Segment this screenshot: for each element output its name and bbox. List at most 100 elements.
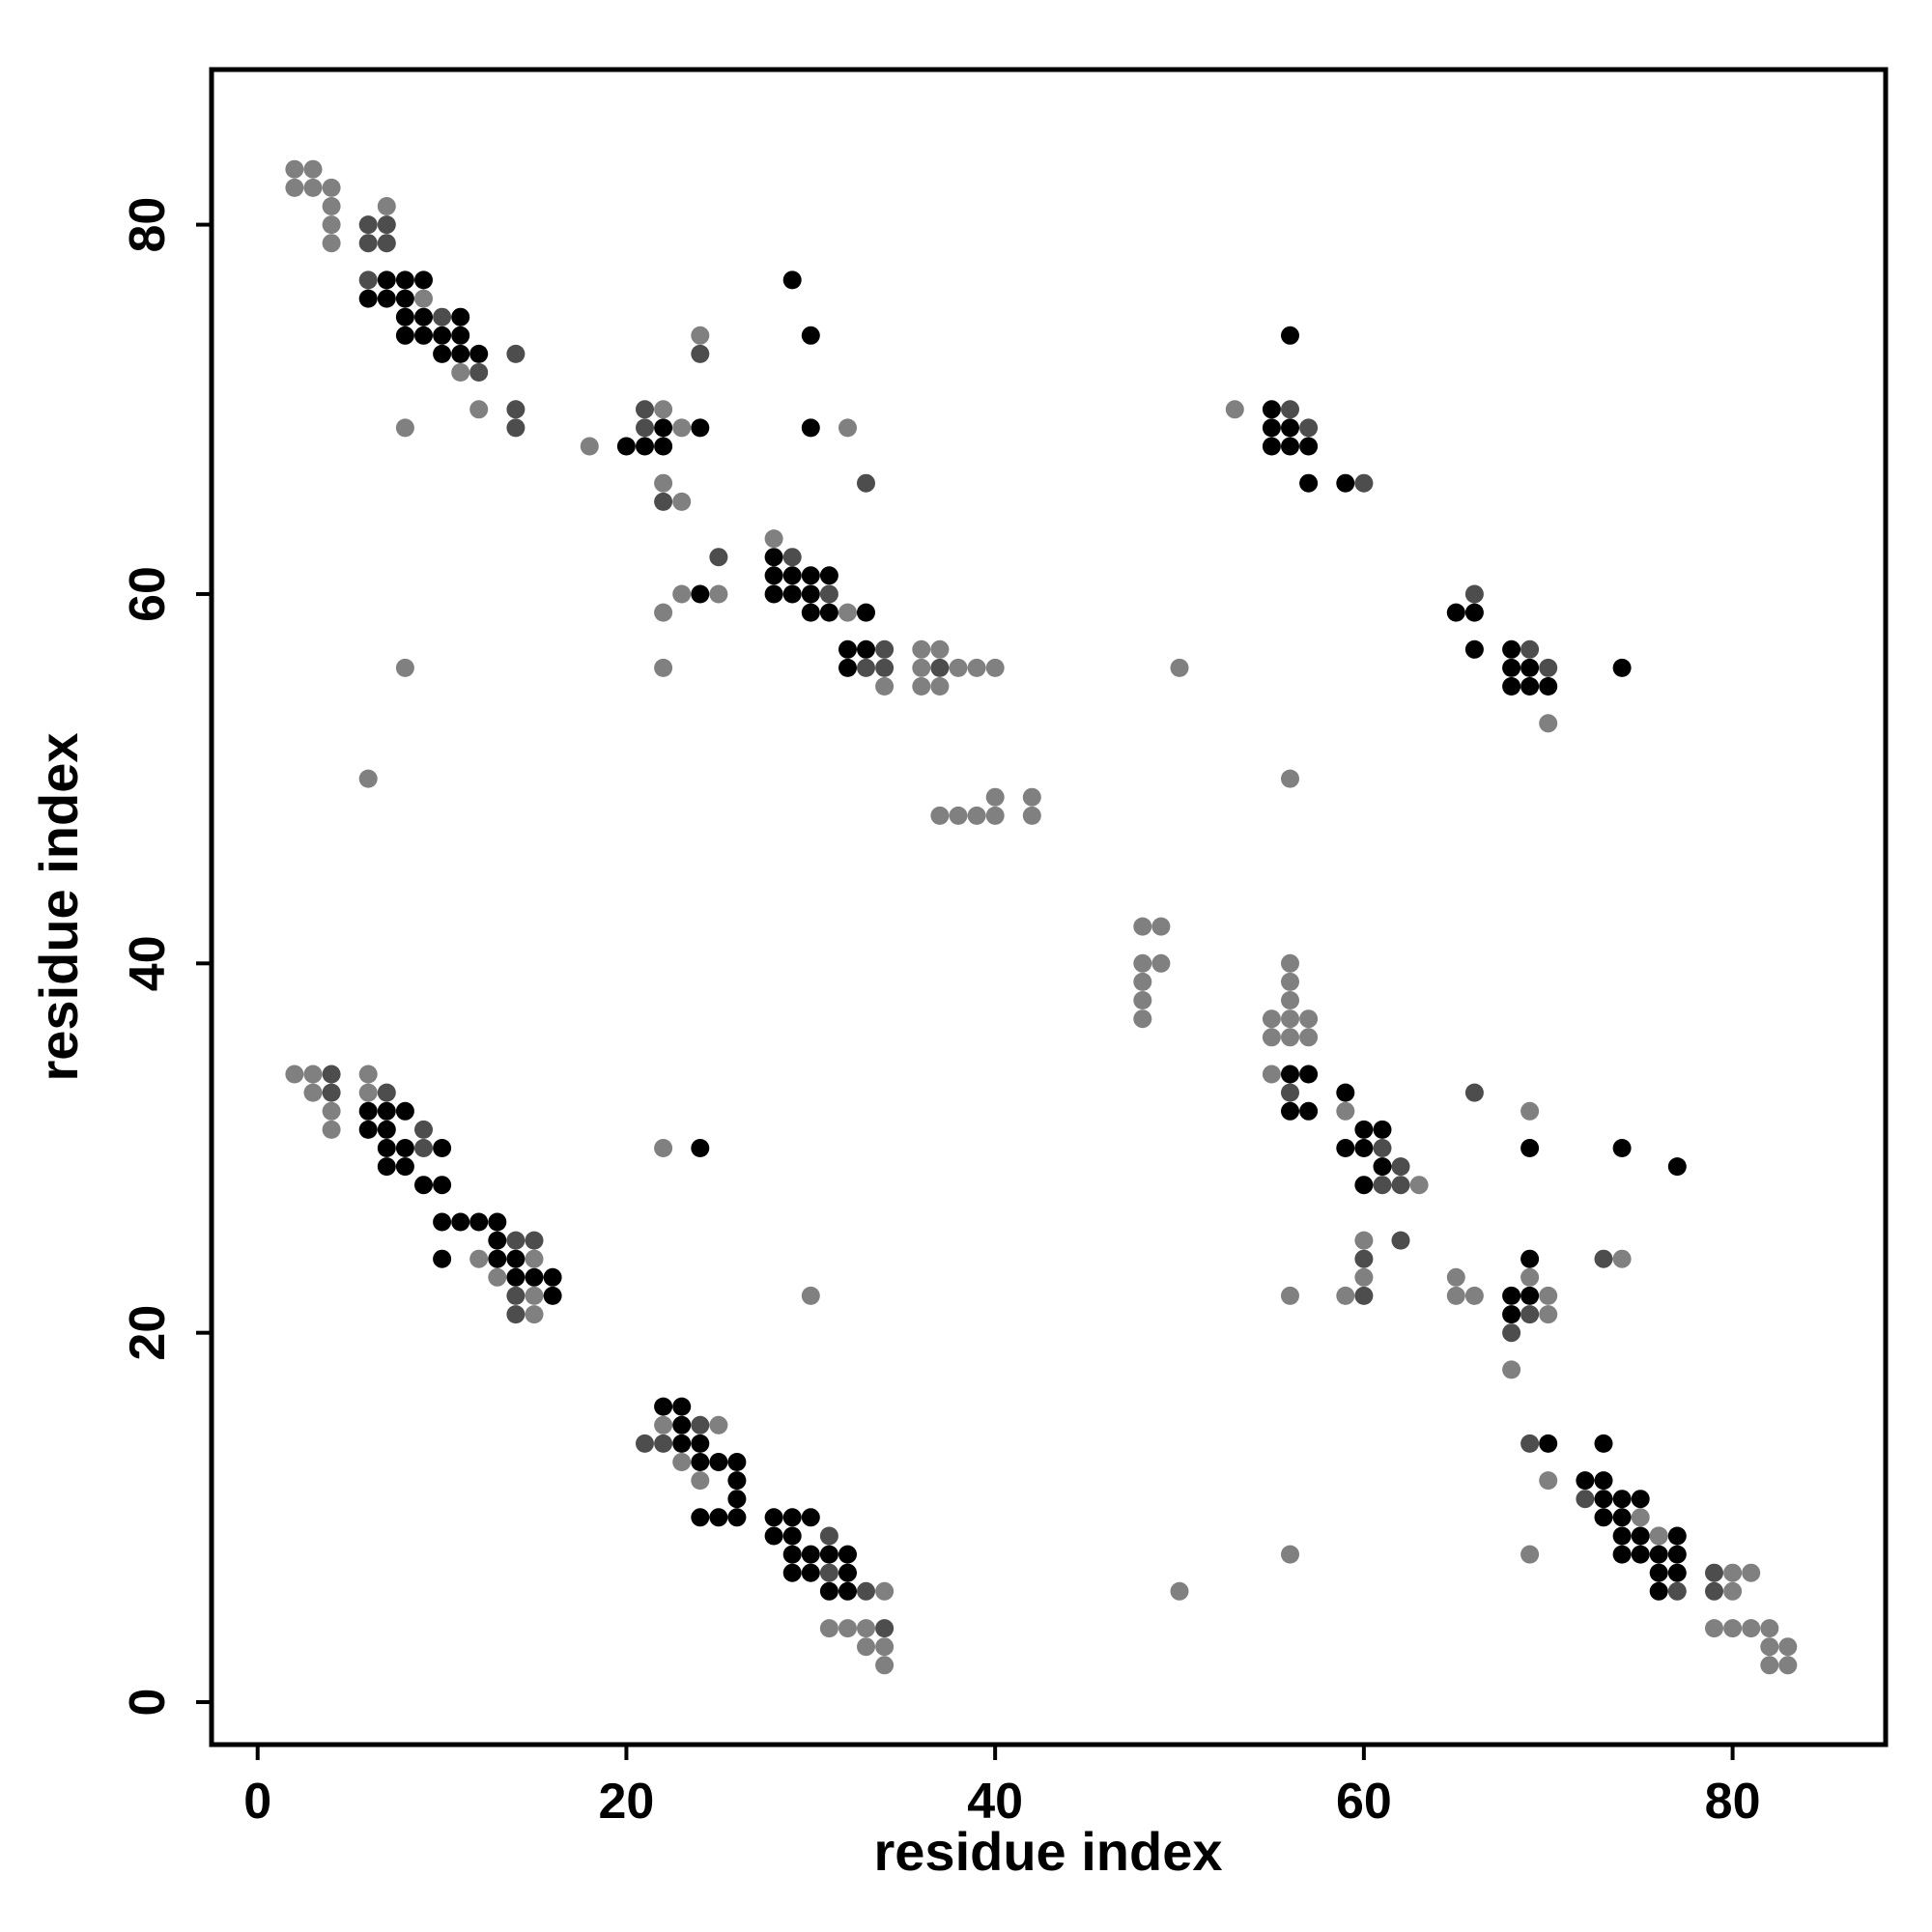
- data-point: [709, 584, 728, 604]
- data-point: [506, 1286, 526, 1305]
- data-point: [1336, 1139, 1355, 1157]
- data-point: [1299, 418, 1319, 438]
- data-point: [801, 1508, 820, 1527]
- data-point: [414, 1120, 433, 1139]
- data-point: [801, 1286, 820, 1305]
- data-point: [1520, 658, 1540, 677]
- data-point: [1354, 1249, 1374, 1268]
- data-point: [1133, 917, 1152, 936]
- data-point: [967, 806, 986, 825]
- data-point: [672, 1397, 692, 1416]
- data-point: [819, 566, 838, 585]
- data-point: [691, 584, 710, 604]
- data-point: [1667, 1563, 1687, 1582]
- data-point: [377, 234, 396, 253]
- data-point: [322, 234, 341, 253]
- data-point: [358, 215, 378, 235]
- points-layer: [285, 159, 1798, 1675]
- data-point: [358, 769, 378, 788]
- data-point: [1299, 437, 1319, 456]
- data-point: [1612, 1545, 1632, 1564]
- data-point: [1520, 1545, 1540, 1564]
- data-point: [395, 418, 414, 438]
- data-point: [691, 1453, 710, 1471]
- data-point: [303, 1083, 323, 1102]
- data-point: [1742, 1619, 1761, 1638]
- data-point: [838, 1581, 857, 1601]
- data-point: [1539, 714, 1558, 733]
- data-point: [377, 1083, 396, 1102]
- data-point: [1520, 1434, 1540, 1453]
- data-point: [782, 548, 802, 567]
- data-point: [1133, 1009, 1152, 1029]
- data-point: [469, 363, 489, 382]
- data-point: [285, 159, 304, 179]
- data-point: [691, 1471, 710, 1491]
- data-point: [1539, 1471, 1558, 1491]
- data-point: [1502, 1286, 1521, 1305]
- data-point: [395, 289, 414, 308]
- data-point: [1133, 972, 1152, 991]
- data-point: [819, 1563, 838, 1582]
- x-axis-title: residue index: [873, 1821, 1222, 1882]
- data-point: [875, 639, 895, 659]
- data-point: [285, 1065, 304, 1084]
- data-point: [949, 806, 968, 825]
- data-point: [838, 1545, 857, 1564]
- data-point: [543, 1267, 562, 1287]
- data-point: [395, 1139, 414, 1157]
- data-point: [1760, 1637, 1779, 1657]
- data-point: [727, 1453, 747, 1471]
- data-point: [1262, 400, 1281, 419]
- data-point: [857, 1619, 875, 1638]
- data-point: [1262, 437, 1281, 456]
- data-point: [469, 400, 489, 419]
- data-point: [1520, 639, 1540, 659]
- data-point: [1022, 806, 1041, 825]
- data-point: [1354, 1120, 1374, 1139]
- data-point: [1391, 1231, 1410, 1250]
- data-point: [414, 326, 433, 345]
- data-point: [433, 326, 452, 345]
- data-point: [1576, 1471, 1595, 1491]
- data-point: [377, 197, 396, 215]
- data-point: [469, 1212, 489, 1232]
- data-point: [1667, 1545, 1687, 1564]
- data-point: [1502, 677, 1521, 696]
- data-point: [801, 603, 820, 622]
- data-point: [1281, 437, 1299, 456]
- data-point: [1281, 953, 1299, 973]
- data-point: [1594, 1471, 1613, 1491]
- data-point: [1778, 1637, 1798, 1657]
- data-point: [1502, 639, 1521, 659]
- data-point: [764, 529, 783, 549]
- x-tick-label: 20: [599, 1774, 655, 1830]
- data-point: [1354, 1286, 1374, 1305]
- data-point: [1631, 1545, 1650, 1564]
- data-point: [1594, 1508, 1613, 1527]
- data-point: [1373, 1139, 1392, 1157]
- data-point: [782, 566, 802, 585]
- data-point: [1336, 1286, 1355, 1305]
- data-point: [838, 658, 857, 677]
- x-axis: 0 20 40 60 80: [243, 1747, 1761, 1830]
- data-point: [525, 1231, 544, 1250]
- data-point: [857, 603, 875, 622]
- data-point: [433, 1139, 452, 1157]
- data-point: [1760, 1656, 1779, 1675]
- data-point: [1281, 400, 1299, 419]
- data-point: [654, 658, 673, 677]
- data-point: [433, 1249, 452, 1268]
- data-point: [1225, 400, 1244, 419]
- data-point: [1576, 1490, 1595, 1509]
- data-point: [691, 1508, 710, 1527]
- data-point: [1612, 1139, 1632, 1157]
- data-point: [985, 806, 1005, 825]
- data-point: [414, 289, 433, 308]
- data-point: [819, 603, 838, 622]
- data-point: [672, 418, 692, 438]
- data-point: [709, 1453, 728, 1471]
- data-point: [506, 344, 526, 363]
- data-point: [709, 1415, 728, 1435]
